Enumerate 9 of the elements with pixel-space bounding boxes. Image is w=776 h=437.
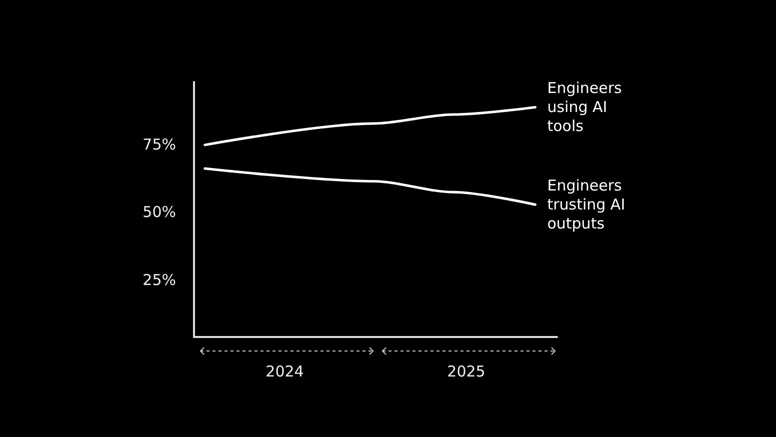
y-tick-label: 75% <box>142 135 176 154</box>
y-tick-label: 25% <box>142 271 176 290</box>
series-label: Engineers using AI tools <box>547 79 627 136</box>
line-series <box>204 106 536 146</box>
x-tick-label: 2025 <box>447 362 486 380</box>
x-tick-label: 2024 <box>266 362 304 380</box>
series-label: Engineers trusting AI outputs <box>547 176 630 233</box>
y-tick-label: 50% <box>142 203 176 222</box>
line-series <box>204 167 536 206</box>
